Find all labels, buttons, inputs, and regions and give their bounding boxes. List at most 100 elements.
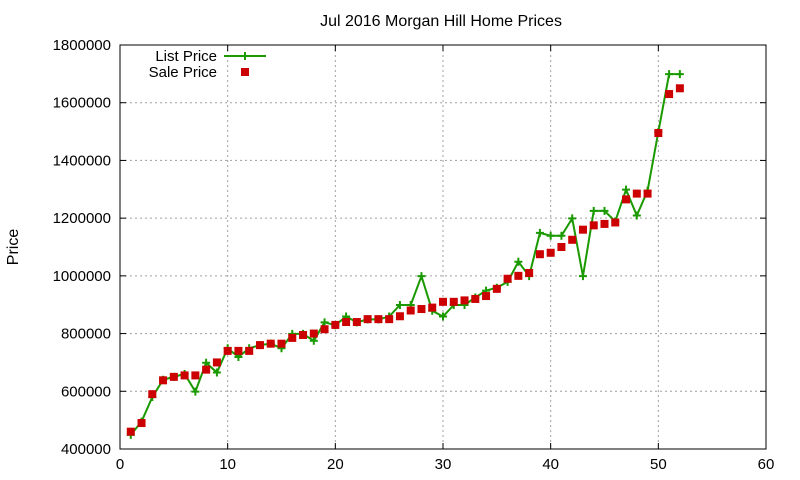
sale-price-point [428,303,437,312]
sale-price-point [180,371,189,380]
sale-price-point [266,339,275,348]
y-axis-label: Price [5,229,22,266]
list-price-point [622,185,631,194]
sale-price-point [395,312,404,321]
y-tick-label: 1200000 [53,210,111,227]
y-tick-label: 400000 [61,441,111,458]
y-tick-label: 1400000 [53,152,111,169]
sale-price-point [417,305,426,314]
sale-price-point [320,325,329,334]
sale-price-point [234,346,243,355]
sale-price-point [169,372,178,381]
list-price-point [212,368,221,377]
list-price-point [665,70,674,79]
x-tick-label: 60 [758,456,775,473]
sale-price-point [255,341,264,350]
list-price-point [535,228,544,237]
sale-price-point [159,376,168,385]
sale-price-point [525,268,534,277]
sale-price-point [374,315,383,324]
sale-price-point [535,250,544,259]
sale-price-point [643,189,652,198]
list-price-point [546,231,555,240]
sale-price-point [449,297,458,306]
sale-price-point [245,346,254,355]
list-price-point [439,312,447,321]
grid-lines [120,45,766,449]
sale-price-point [460,296,469,305]
sale-price-point [568,235,577,244]
sale-price-point [309,329,318,338]
legend-swatch-sale-price [241,68,249,76]
list-price-point [600,206,609,215]
list-price-point [557,231,566,240]
sale-price-point [622,195,631,204]
sale-price-point [352,318,361,327]
sale-price-point [557,243,566,251]
list-price-point [675,70,684,79]
sale-price-point [654,129,663,138]
sale-price-point [611,218,620,227]
list-price-point [589,206,598,215]
sale-price-point [439,297,447,306]
legend-label-sale-price: Sale Price [149,64,217,81]
x-tick-label: 10 [219,456,236,473]
sale-price-point [546,248,555,257]
list-price-point [202,358,211,367]
x-tick-label: 30 [435,456,452,473]
legend-marker-list-price [241,52,249,60]
sale-price-point [514,271,523,280]
sale-price-point [492,284,501,293]
sale-price-point [148,390,157,399]
list-price-point [191,387,200,396]
sale-price-point [342,318,351,327]
sale-price-point [600,219,609,228]
list-price-line [129,73,680,436]
sale-price-point [503,274,512,283]
series-layer [126,70,684,439]
x-tick-label: 40 [542,456,559,473]
sale-price-point [363,315,372,324]
sale-price-point [137,419,146,428]
y-tick-label: 600000 [61,383,111,400]
sale-price-point [223,346,232,355]
list-price-point [568,214,577,223]
list-price-point [632,211,641,220]
x-tick-label: 0 [116,456,124,473]
sale-price-point [589,221,598,230]
list-price-point [309,336,318,345]
sale-price-point [482,292,491,301]
x-tick-label: 50 [650,456,667,473]
y-tick-label: 1600000 [53,95,111,112]
list-price-point [514,257,523,266]
sale-price-point [632,189,641,198]
y-tick-label: 1800000 [53,37,111,54]
sale-price-point [212,358,221,367]
sale-price-point [471,294,480,303]
sale-price-point [331,320,340,329]
list-price-point [395,301,404,310]
sale-price-point [202,365,211,374]
sale-price-point [126,427,135,436]
plot-frame [119,44,767,450]
sale-price-point [385,315,394,324]
chart-title: Jul 2016 Morgan Hill Home Prices [320,13,562,30]
list-price-point [578,272,587,281]
sale-price-point [675,84,684,93]
axis-ticks: 0 10 20 30 40 50 60 400000 600000 800000 1000000 12… [53,37,775,473]
sale-price-point [665,90,674,99]
list-price-point [320,318,329,327]
legend-label-list-price: List Price [155,48,217,65]
sale-price-point [578,225,587,234]
sale-price-point [288,333,297,342]
list-price-point [417,272,426,281]
sale-price-point [299,331,308,340]
sale-price-point [406,306,415,315]
sale-price-point [277,339,286,348]
x-tick-label: 20 [327,456,344,473]
y-tick-label: 800000 [61,326,111,343]
y-tick-label: 1000000 [53,268,111,285]
sale-price-point [191,371,200,380]
